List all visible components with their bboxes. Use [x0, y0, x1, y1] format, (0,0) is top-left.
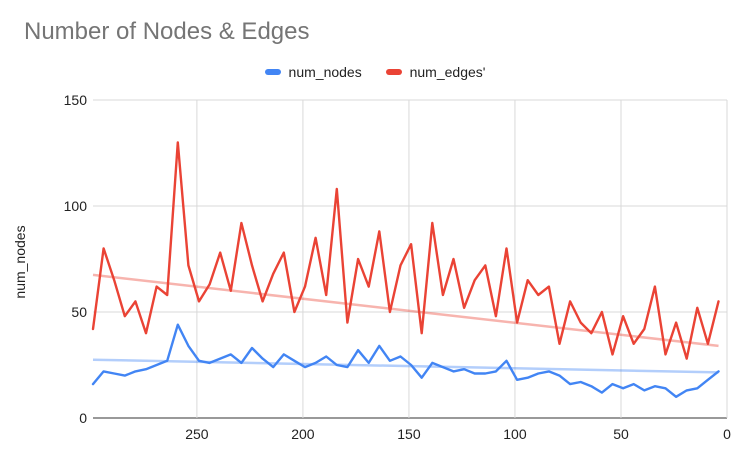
- x-tick-label: 100: [503, 426, 527, 442]
- trendline-num-nodes: [92, 358, 719, 374]
- legend-label-num-edges: num_edges': [409, 64, 486, 80]
- trendline-num-edges: [92, 273, 719, 348]
- y-tick-label: 0: [79, 410, 87, 426]
- legend-item-num-edges[interactable]: num_edges': [385, 64, 486, 80]
- legend-label-num-nodes: num_nodes: [288, 64, 362, 80]
- legend-swatch-num-edges: [385, 69, 402, 75]
- x-tick-label: 200: [291, 426, 315, 442]
- x-tick-label: 150: [397, 426, 421, 442]
- series-line-num-nodes: [91, 323, 720, 398]
- y-tick-label: 150: [64, 92, 88, 108]
- legend-item-num-nodes[interactable]: num_nodes: [264, 64, 362, 80]
- x-tick-label: 250: [185, 426, 209, 442]
- x-tick-label: 50: [613, 426, 629, 442]
- x-tick-label: 0: [723, 426, 731, 442]
- legend: num_nodes num_edges': [0, 62, 750, 80]
- y-tick-label: 100: [64, 198, 88, 214]
- series-line-num-edges: [91, 141, 720, 360]
- legend-swatch-num-nodes: [264, 69, 281, 75]
- chart-title: Number of Nodes & Edges: [24, 18, 310, 45]
- y-tick-label: 50: [71, 304, 87, 320]
